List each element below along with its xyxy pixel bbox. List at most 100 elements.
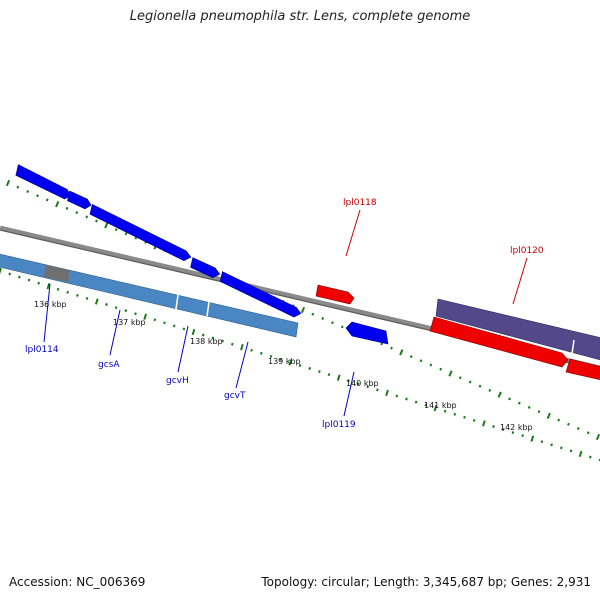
gene-forward-gcsA[interactable]: [85, 203, 198, 262]
gene-label-gcvH[interactable]: gcvH: [166, 376, 189, 386]
minor-tick: [586, 431, 590, 435]
major-tick: [546, 412, 551, 419]
major-tick: [288, 359, 293, 366]
major-tick: [448, 370, 453, 377]
gene-reverse-lpl0118[interactable]: [315, 284, 355, 305]
major-tick: [578, 450, 583, 458]
minor-tick: [347, 379, 350, 383]
minor-tick: [521, 434, 524, 438]
minor-tick: [85, 296, 89, 300]
minor-tick: [576, 427, 580, 430]
minor-tick: [511, 431, 515, 435]
major-tick: [5, 179, 11, 187]
major-tick: [300, 306, 306, 314]
minor-tick: [124, 232, 128, 236]
minor-tick: [569, 449, 573, 453]
tick-label-138: 138 kbp: [190, 337, 223, 346]
gene-label-lpl0118[interactable]: lpl0118: [343, 198, 377, 208]
minor-tick: [153, 318, 157, 322]
minor-tick: [472, 418, 476, 422]
minor-tick: [527, 405, 531, 409]
gene-label-lines: [43, 209, 528, 417]
gene-labels: lpl0114 gcsA gcvH gcvT lpl0119 lpl0118 l…: [25, 198, 544, 430]
operon-reverse-band: [435, 298, 600, 361]
minor-tick: [492, 425, 495, 428]
minor-tick: [559, 446, 563, 450]
major-tick: [433, 405, 438, 412]
minor-tick: [331, 321, 334, 325]
minor-tick: [182, 327, 186, 331]
minor-tick: [269, 354, 273, 358]
minor-tick: [419, 359, 423, 363]
gene-forward-small[interactable]: [67, 190, 94, 210]
minor-tick: [366, 385, 370, 389]
minor-tick: [163, 321, 166, 325]
minor-tick: [221, 339, 224, 343]
outer-scale-ring: [5, 179, 600, 441]
major-tick: [595, 433, 600, 441]
major-tick: [240, 344, 244, 351]
minor-tick: [468, 380, 472, 384]
minor-tick: [488, 388, 492, 392]
minor-tick: [134, 312, 137, 316]
minor-tick: [230, 342, 234, 346]
minor-tick: [557, 418, 561, 422]
gene-label-gcsA[interactable]: gcsA: [98, 360, 120, 370]
minor-tick: [124, 309, 128, 313]
major-tick: [0, 267, 2, 275]
minor-tick: [439, 367, 443, 371]
minor-tick: [395, 394, 399, 398]
minor-tick: [327, 373, 331, 377]
minor-tick: [380, 342, 384, 346]
tick-label-140: 140 kbp: [346, 379, 379, 388]
gene-label-lpl0120[interactable]: lpl0120: [510, 246, 544, 256]
minor-tick: [517, 401, 521, 405]
gene-forward-lpl0114-region[interactable]: [13, 164, 75, 201]
minor-tick: [376, 388, 379, 392]
minor-tick: [308, 367, 312, 370]
minor-tick: [567, 422, 570, 426]
major-tick: [191, 328, 196, 336]
minor-tick: [56, 287, 60, 291]
genome-summary-text: Topology: circular; Length: 3,345,687 bp…: [261, 575, 591, 589]
gene-label-lpl0114[interactable]: lpl0114: [25, 345, 59, 355]
minor-tick: [298, 364, 302, 367]
tick-label-139: 139 kbp: [268, 357, 301, 366]
minor-tick: [424, 403, 428, 407]
forward-operon-band: [0, 253, 299, 338]
gene-label-gcvT[interactable]: gcvT: [224, 391, 246, 401]
gene-reverse-next[interactable]: [565, 358, 600, 382]
major-tick: [530, 435, 535, 442]
gene-forward-gcvT[interactable]: [216, 271, 306, 319]
minor-tick: [356, 382, 360, 386]
gene-reverse-lpl0120[interactable]: [429, 316, 569, 368]
gene-forward-gcvH[interactable]: [189, 257, 222, 279]
minor-tick: [340, 325, 344, 329]
minor-tick: [453, 412, 457, 416]
minor-tick: [409, 355, 413, 359]
gene-forward-lpl0119[interactable]: [345, 321, 389, 345]
minor-tick: [85, 215, 89, 219]
minor-tick: [172, 324, 176, 328]
major-tick: [336, 374, 341, 381]
minor-tick: [75, 211, 79, 215]
major-tick: [46, 283, 51, 290]
gene-label-lpl0119[interactable]: lpl0119: [322, 420, 356, 430]
minor-tick: [16, 185, 20, 189]
minor-tick: [76, 293, 79, 297]
minor-tick: [95, 219, 98, 223]
minor-tick: [405, 397, 408, 401]
minor-tick: [36, 194, 39, 198]
minor-tick: [318, 370, 321, 374]
minor-tick: [458, 376, 462, 380]
minor-tick: [114, 306, 118, 310]
tick-label-136: 136 kbp: [34, 300, 67, 309]
minor-tick: [443, 409, 447, 413]
minor-tick: [588, 455, 592, 459]
minor-tick: [105, 303, 108, 306]
accession-text: Accession: NC_006369: [9, 575, 146, 589]
minor-tick: [478, 384, 482, 388]
minor-tick: [311, 312, 315, 316]
minor-tick: [26, 190, 30, 193]
tick-label-141: 141 kbp: [424, 401, 457, 410]
